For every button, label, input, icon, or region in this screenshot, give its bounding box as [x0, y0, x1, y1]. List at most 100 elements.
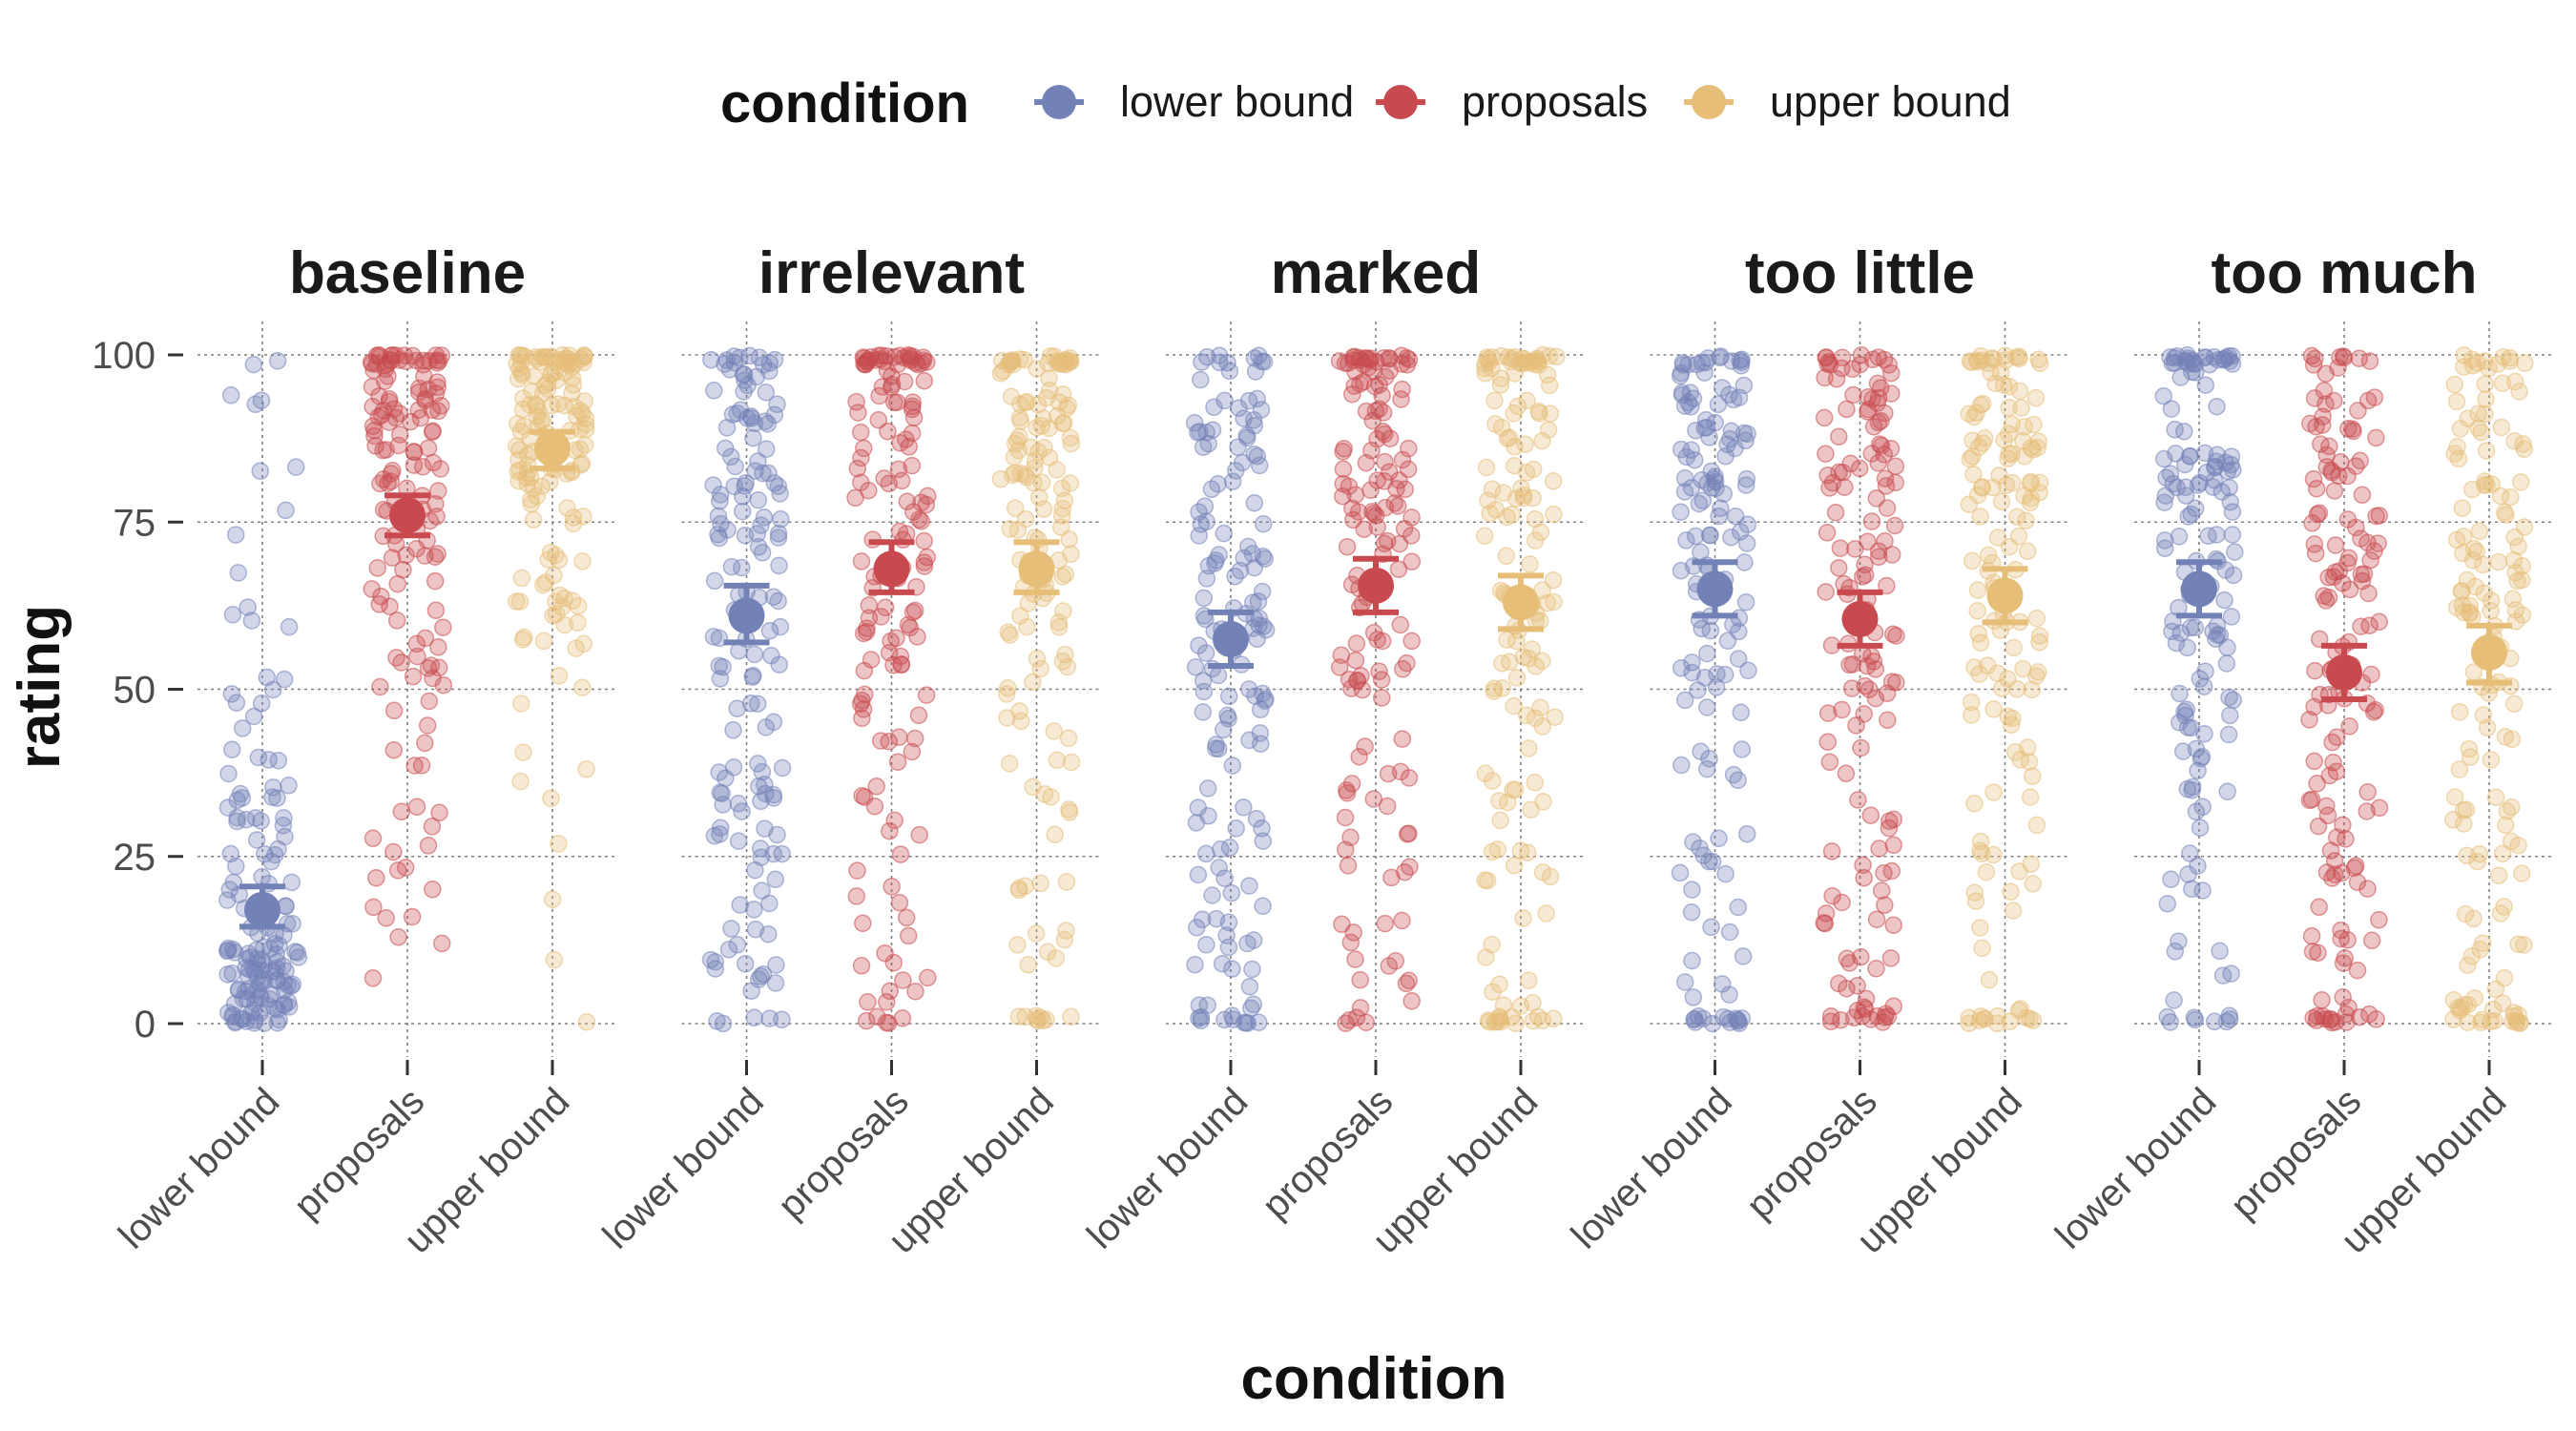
data-point	[904, 393, 922, 411]
data-point	[1703, 852, 1722, 871]
data-point	[1019, 955, 1037, 974]
data-point	[877, 346, 896, 365]
data-point	[2306, 544, 2325, 563]
data-point	[1357, 402, 1376, 421]
data-point	[1984, 783, 2003, 801]
data-point	[1253, 352, 1271, 371]
data-point	[1870, 840, 1888, 858]
data-point	[1975, 428, 1994, 447]
data-point	[1215, 720, 1233, 739]
data-point	[374, 441, 392, 460]
data-point	[1479, 491, 1497, 509]
data-point	[534, 575, 552, 594]
facet-title: baseline	[289, 240, 526, 306]
data-point	[1545, 505, 1563, 524]
facet-title: marked	[1271, 240, 1482, 306]
data-point	[1026, 451, 1045, 470]
data-point	[1197, 936, 1215, 954]
data-point	[1378, 797, 1397, 816]
data-point	[426, 548, 445, 566]
data-point	[1209, 666, 1228, 685]
facet-title: irrelevant	[758, 240, 1025, 306]
data-point	[1031, 874, 1049, 893]
data-point	[1838, 400, 1856, 419]
data-point	[364, 829, 383, 848]
data-point	[1729, 650, 1748, 668]
data-point	[2193, 798, 2212, 817]
data-point	[2189, 761, 2207, 780]
data-point	[2496, 728, 2515, 746]
data-point	[1852, 738, 1870, 757]
data-point	[2482, 751, 2501, 769]
data-point	[1028, 650, 1047, 668]
data-point	[1479, 350, 1497, 368]
data-point	[770, 556, 788, 575]
data-point	[2344, 422, 2362, 441]
data-point	[2154, 449, 2173, 468]
data-point	[1698, 644, 1716, 663]
data-point	[2503, 1012, 2522, 1030]
data-point	[246, 1011, 264, 1029]
data-point	[753, 881, 771, 900]
data-point	[736, 954, 755, 973]
data-point	[749, 755, 767, 773]
data-point	[534, 632, 553, 651]
data-point	[2302, 790, 2321, 809]
data-point	[891, 845, 910, 863]
data-point	[1198, 779, 1217, 798]
data-point	[1212, 840, 1230, 859]
data-point	[748, 695, 767, 713]
data-point	[1476, 764, 1495, 783]
data-point	[900, 438, 918, 456]
data-point	[1706, 413, 1724, 432]
series-lower-bound	[218, 352, 308, 1032]
data-point	[1049, 351, 1068, 370]
data-point	[1862, 512, 1881, 530]
data-point	[2489, 552, 2508, 571]
data-point	[543, 890, 562, 909]
data-point	[1336, 808, 1355, 827]
data-point	[1848, 977, 1866, 995]
data-point	[1011, 412, 1029, 430]
legend: condition lower bound proposals upper boun…	[720, 73, 2011, 135]
data-point	[1381, 463, 1399, 481]
data-point	[1999, 707, 2017, 726]
data-point	[722, 920, 740, 938]
data-point	[2489, 866, 2508, 884]
data-point	[1826, 503, 1845, 522]
data-point	[728, 936, 747, 954]
data-point	[876, 944, 894, 963]
data-point	[852, 957, 871, 975]
data-point	[1062, 545, 1080, 564]
data-point	[706, 960, 725, 978]
data-point	[1037, 388, 1056, 407]
data-point	[881, 982, 900, 1001]
data-point	[1984, 350, 2003, 368]
data-point	[1960, 495, 1979, 513]
data-point	[1722, 528, 1740, 547]
data-point	[2447, 598, 2466, 617]
data-point	[524, 510, 543, 529]
data-point	[1818, 348, 1836, 366]
data-point	[1683, 951, 1701, 970]
x-axis-title: condition	[1241, 1346, 1507, 1412]
data-point	[1884, 625, 1902, 643]
data-point	[403, 907, 422, 926]
data-point	[701, 950, 720, 969]
data-point	[758, 415, 778, 433]
data-point	[424, 669, 442, 688]
data-point	[1378, 531, 1397, 550]
x-tick-label-proposals: proposals	[2223, 1080, 2370, 1227]
data-point	[2316, 364, 2335, 384]
data-point	[1230, 399, 1248, 417]
data-point	[1538, 365, 1557, 384]
data-point	[2445, 788, 2464, 806]
data-point	[368, 559, 386, 577]
data-point	[1850, 459, 1869, 478]
data-point	[370, 595, 388, 613]
data-point	[1968, 581, 1987, 599]
data-point	[857, 1011, 876, 1030]
data-point	[1867, 910, 1886, 928]
data-point	[1373, 689, 1391, 707]
data-point	[2445, 375, 2464, 394]
